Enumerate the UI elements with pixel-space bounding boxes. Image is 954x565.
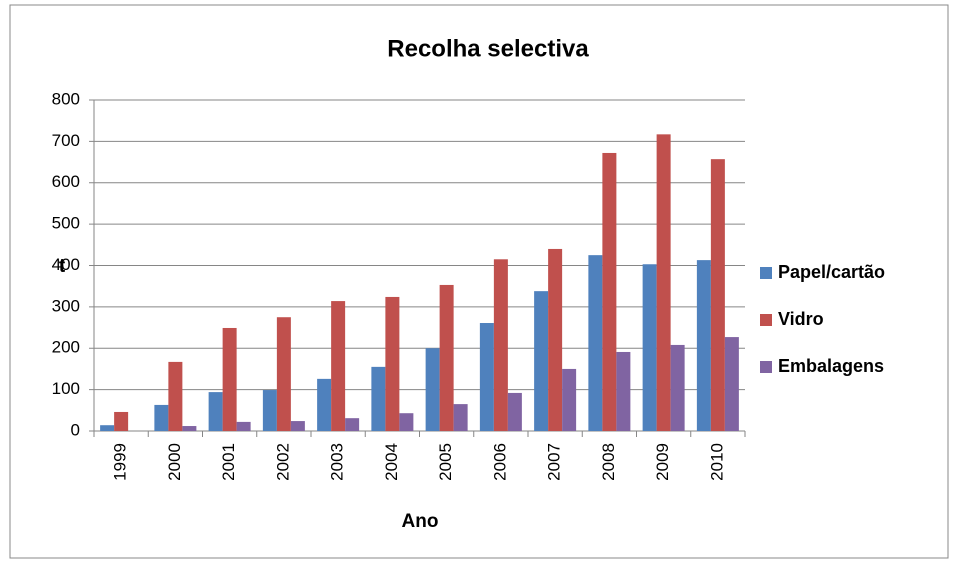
bar bbox=[399, 413, 414, 431]
x-tick-label: 2002 bbox=[273, 443, 292, 481]
y-tick-label: 400 bbox=[52, 255, 80, 274]
bar bbox=[479, 323, 494, 431]
legend-label: Vidro bbox=[778, 309, 824, 329]
y-tick-label: 800 bbox=[52, 89, 80, 108]
chart-title: Recolha selectiva bbox=[387, 35, 589, 62]
x-tick-label: 2003 bbox=[328, 443, 347, 481]
bar bbox=[588, 255, 603, 431]
x-tick-label: 2008 bbox=[599, 443, 618, 481]
bar bbox=[236, 421, 251, 431]
legend-swatch bbox=[760, 314, 772, 326]
bar bbox=[670, 344, 685, 431]
bar bbox=[548, 248, 563, 431]
bar bbox=[345, 418, 360, 431]
bar bbox=[100, 425, 115, 431]
bar bbox=[154, 404, 169, 431]
bar bbox=[439, 284, 454, 431]
bar bbox=[616, 351, 631, 431]
legend-label: Embalagens bbox=[778, 356, 884, 376]
bar bbox=[656, 134, 671, 431]
legend-label: Papel/cartão bbox=[778, 262, 885, 282]
bar bbox=[493, 259, 508, 431]
y-tick-label: 600 bbox=[52, 172, 80, 191]
bar bbox=[562, 368, 577, 431]
y-tick-label: 700 bbox=[52, 131, 80, 150]
bar bbox=[208, 392, 223, 431]
bar bbox=[182, 426, 197, 431]
y-tick-label: 0 bbox=[71, 420, 80, 439]
bar bbox=[710, 159, 725, 431]
bar bbox=[168, 361, 183, 431]
chart-frame bbox=[9, 4, 949, 559]
bar bbox=[331, 301, 346, 431]
y-tick-label: 300 bbox=[52, 296, 80, 315]
y-tick-label: 500 bbox=[52, 214, 80, 233]
x-tick-label: 2001 bbox=[219, 443, 238, 481]
bar bbox=[290, 421, 305, 431]
x-tick-label: 2000 bbox=[165, 443, 184, 481]
x-tick-label: 2004 bbox=[382, 443, 401, 481]
y-tick-label: 100 bbox=[52, 379, 80, 398]
bar bbox=[114, 411, 129, 431]
x-tick-label: 2010 bbox=[707, 443, 726, 481]
bar bbox=[642, 264, 657, 431]
x-tick-label: 1999 bbox=[111, 443, 130, 481]
bar bbox=[262, 390, 277, 431]
y-tick-label: 200 bbox=[52, 338, 80, 357]
bar bbox=[385, 296, 400, 431]
bar bbox=[317, 378, 332, 431]
x-tick-label: 2006 bbox=[490, 443, 509, 481]
bar bbox=[724, 337, 739, 431]
x-tick-label: 2005 bbox=[436, 443, 455, 481]
legend-swatch bbox=[760, 267, 772, 279]
x-tick-label: 2009 bbox=[653, 443, 672, 481]
bar bbox=[534, 291, 549, 431]
x-tick-label: 2007 bbox=[545, 443, 564, 481]
bar bbox=[371, 366, 386, 431]
y-axis-label: t bbox=[59, 256, 66, 277]
bar bbox=[222, 327, 237, 431]
bar bbox=[425, 348, 440, 431]
bar bbox=[602, 152, 617, 431]
x-axis-label: Ano bbox=[402, 511, 439, 532]
bar bbox=[453, 404, 468, 431]
bar bbox=[276, 317, 291, 431]
bar bbox=[507, 392, 522, 431]
bar bbox=[696, 260, 711, 431]
legend-swatch bbox=[760, 361, 772, 373]
